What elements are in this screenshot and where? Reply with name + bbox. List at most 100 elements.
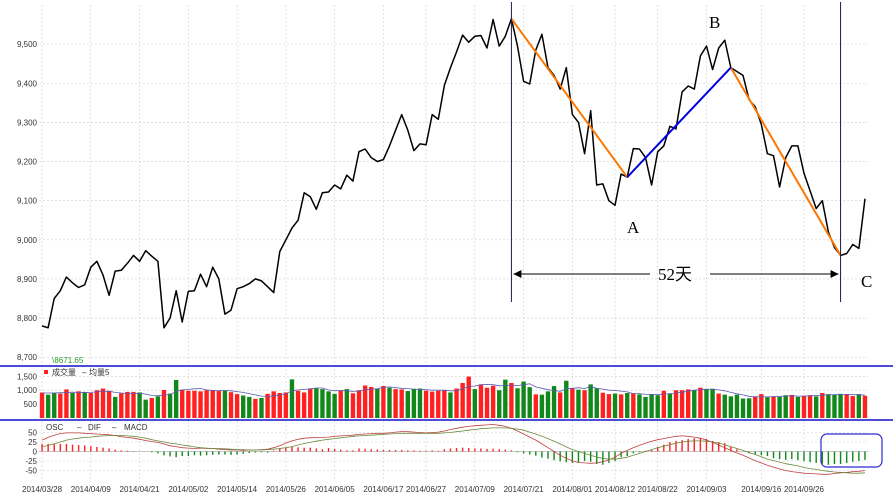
volume-bar [570, 388, 575, 418]
macd-tick-label: 50 [28, 429, 37, 438]
volume-bar [789, 394, 794, 418]
volume-bar [393, 389, 398, 418]
volume-tick-label: 500 [24, 400, 38, 409]
volume-bar [850, 396, 855, 418]
price-tick-label: 8,700 [17, 353, 38, 362]
x-tick-label: 2014/05/14 [217, 485, 258, 494]
x-tick-label: 2014/06/05 [315, 485, 356, 494]
x-tick-label: 2014/07/21 [504, 485, 545, 494]
volume-bar [454, 388, 459, 418]
volume-bar [64, 389, 69, 418]
volume-bar [417, 388, 423, 418]
volume-bar [856, 394, 862, 418]
volume-bar [484, 387, 490, 418]
volume-bar [521, 381, 526, 418]
volume-bar [369, 386, 374, 418]
volume-tick-label: 1,500 [17, 372, 38, 381]
volume-bar [332, 393, 337, 418]
volume-bar [753, 396, 758, 418]
volume-bar [119, 393, 124, 418]
price-panel: \8671.65 [41, 2, 866, 365]
macd-panel: OSC – DIF – MACD [41, 423, 883, 475]
x-tick-label: 2014/03/28 [22, 485, 63, 494]
volume-bar [783, 395, 788, 418]
volume-bar [308, 388, 313, 418]
x-tick-label: 2014/06/27 [406, 485, 447, 494]
volume-bar [820, 393, 825, 418]
volume-bar [234, 394, 240, 418]
price-tick-label: 8,900 [17, 275, 38, 284]
volume-bar [771, 396, 776, 418]
volume-bar [710, 388, 715, 418]
volume-bar [356, 390, 362, 418]
volume-bar [655, 395, 660, 418]
volume-bar [497, 390, 502, 418]
arrow-head-left [513, 270, 522, 278]
volume-bar [618, 394, 624, 418]
volume-bar [253, 398, 258, 418]
volume-bar [167, 393, 173, 418]
price-tick-label: 8,800 [17, 314, 38, 323]
volume-bar [423, 390, 429, 418]
volume-bar [722, 394, 727, 418]
volume-bar [326, 391, 331, 418]
volume-bar [643, 396, 648, 418]
volume-bar [100, 388, 106, 418]
volume-bar [734, 394, 740, 418]
volume-bar [241, 395, 246, 418]
volume-bar [545, 391, 551, 418]
volume-bar [52, 392, 57, 418]
volume-bar [832, 394, 837, 418]
volume-bar [265, 393, 270, 418]
volume-bar [813, 396, 819, 418]
volume-bar [58, 393, 63, 418]
volume-bar [728, 396, 734, 418]
price-tick-label: 9,000 [17, 236, 38, 245]
price-tick-label: 9,400 [17, 79, 38, 88]
volume-legend-sep: – [82, 368, 87, 377]
volume-bar [637, 394, 642, 418]
volume-bar [588, 384, 593, 418]
volume-bar [490, 385, 496, 418]
volume-bar [39, 392, 45, 418]
volume-legend-label: 成交量 [52, 367, 76, 377]
volume-bar [539, 394, 545, 418]
volume-bar [180, 389, 185, 418]
annotations: A B C 52天 [627, 13, 872, 291]
volume-bar [466, 376, 471, 418]
volume-bar [612, 393, 618, 418]
volume-bar [387, 387, 392, 418]
volume-bar [564, 380, 569, 418]
volume-bar [301, 392, 307, 418]
volume-bar [698, 387, 703, 418]
volume-bar [527, 387, 532, 418]
x-tick-label: 2014/05/02 [168, 485, 209, 494]
volume-bar [746, 398, 752, 418]
volume-bar [740, 398, 746, 418]
volume-bar [216, 391, 222, 418]
volume-tick-label: 1,000 [17, 386, 38, 395]
volume-bar [551, 386, 557, 418]
volume-bar [631, 393, 636, 418]
volume-bar [338, 390, 343, 418]
volume-bar [429, 391, 435, 418]
volume-bar [515, 388, 520, 418]
x-tick-label: 2014/04/21 [120, 485, 161, 494]
volume-bar [759, 394, 764, 418]
volume-bar [143, 399, 148, 418]
x-tick-label: 2014/09/16 [741, 485, 782, 494]
x-tick-label: 2014/06/17 [363, 485, 404, 494]
annotation-b: B [709, 13, 720, 32]
volume-bar [807, 395, 813, 418]
annotation-duration: 52天 [658, 265, 692, 284]
volume-bar [777, 396, 782, 418]
volume-bar [826, 394, 831, 418]
volume-bar [283, 392, 289, 418]
volume-bar [198, 391, 203, 418]
volume-bar [173, 379, 179, 418]
macd-legend-sep2: – [112, 423, 117, 432]
macd-tick-label: -50 [25, 467, 37, 476]
volume-bar [801, 395, 807, 418]
